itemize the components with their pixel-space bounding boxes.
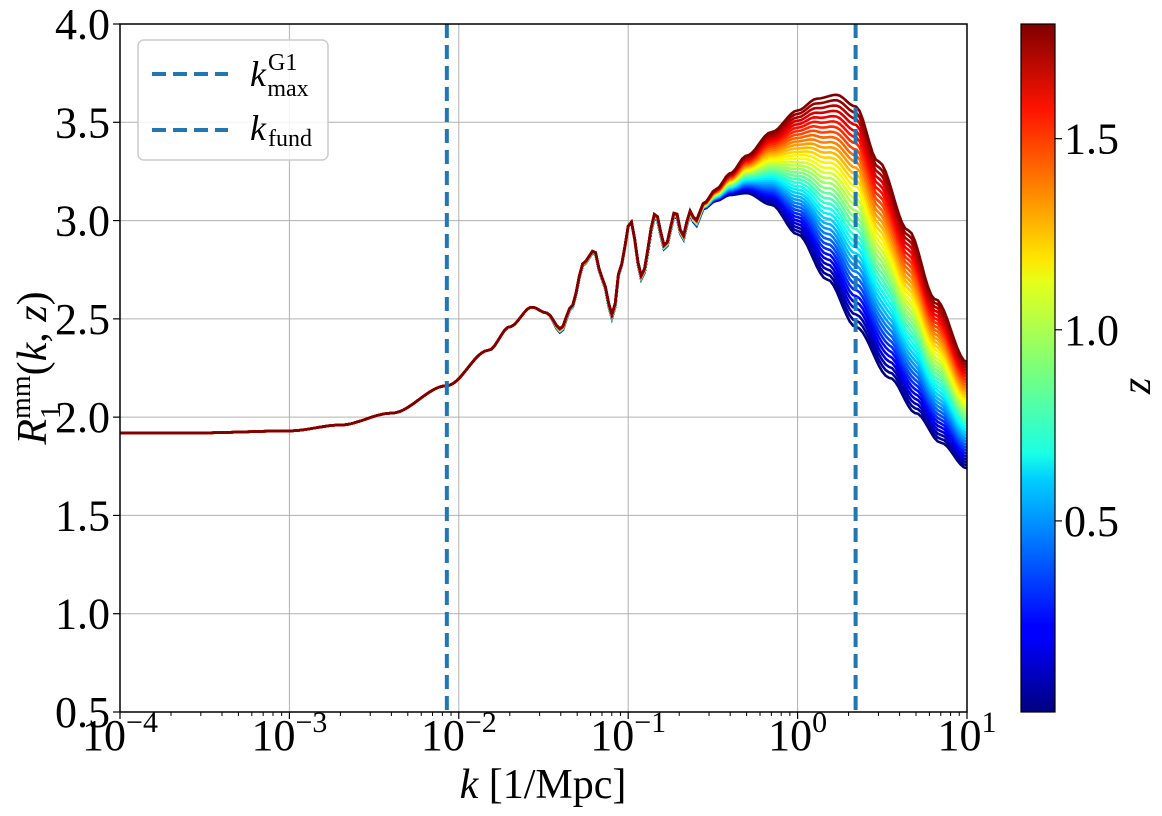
- x-axis-label: k [1/Mpc]: [460, 762, 627, 808]
- colorbar-label: z: [1114, 378, 1160, 395]
- axis-ticks: [113, 23, 968, 719]
- z-curve: [120, 93, 967, 435]
- x-tick-label: 100: [768, 706, 827, 760]
- colorbar-ticks: 0.5 1.0 1.5: [1055, 115, 1119, 546]
- x-tick-label: 101: [938, 706, 997, 760]
- plot-frame: [119, 23, 968, 713]
- x-tick-labels: 10−4 10−3 10−2 10−1 100 101: [82, 706, 996, 760]
- y-tick-label: 1.0: [55, 590, 110, 639]
- colorbar-gradient: [1020, 23, 1056, 713]
- y-tick-label: 0.5: [55, 688, 110, 737]
- y-tick-labels: 0.5 1.0 1.5 2.0 2.5 3.0 3.5 4.0: [55, 0, 110, 737]
- x-tick-label: 10−3: [251, 706, 327, 760]
- colorbar: 0.5 1.0 1.5 z: [1020, 23, 1160, 713]
- x-tick-label: 10−1: [590, 706, 666, 760]
- colorbar-tick-label: 1.0: [1064, 306, 1119, 355]
- x-tick-label: 10−2: [421, 706, 497, 760]
- y-axis-label: R1mm(k, z): [6, 291, 67, 445]
- plot-area: 10−4 10−3 10−2 10−1 100 101 0.5 1.0 1.5 2.0 2.5 3.…: [55, 0, 997, 760]
- curve-band: [120, 93, 967, 470]
- colorbar-tick-label: 0.5: [1064, 497, 1119, 546]
- colorbar-tick-label: 1.5: [1064, 115, 1119, 164]
- y-tick-label: 3.5: [55, 98, 110, 147]
- svg-text:R1mm(k, z): R1mm(k, z): [6, 291, 67, 445]
- x-tick-label: 10−4: [82, 706, 158, 760]
- legend-label-kmax: kG1 max: [250, 50, 309, 102]
- legend-label-kfund: kfund: [250, 108, 312, 152]
- y-tick-label: 4.0: [55, 0, 110, 49]
- y-tick-label: 2.5: [55, 295, 110, 344]
- y-tick-label: 1.5: [55, 491, 110, 540]
- y-tick-label: 3.0: [55, 197, 110, 246]
- vertical-lines: [444, 24, 858, 712]
- legend: kG1 max kfund: [137, 39, 329, 161]
- y-tick-label: 2.0: [55, 393, 110, 442]
